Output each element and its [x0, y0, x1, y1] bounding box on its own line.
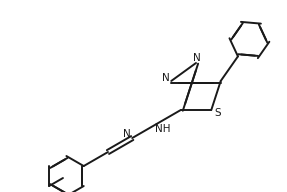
Text: N: N	[162, 73, 170, 83]
Text: N: N	[193, 53, 201, 63]
Text: S: S	[214, 108, 221, 118]
Text: NH: NH	[155, 124, 170, 134]
Text: N: N	[123, 129, 131, 139]
